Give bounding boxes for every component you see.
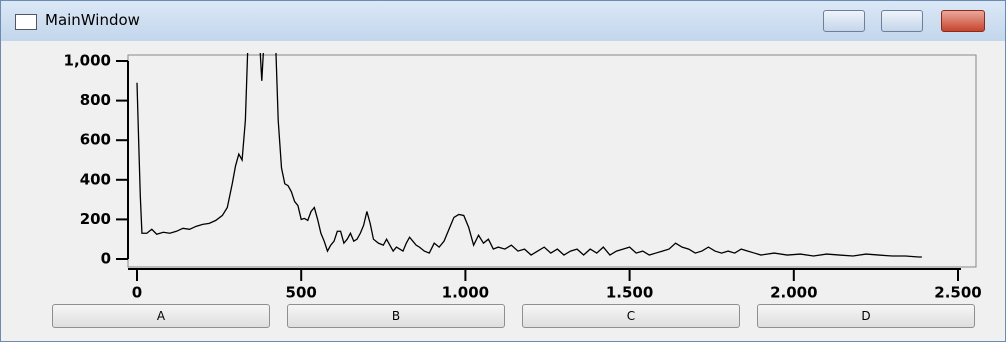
x-tick-label: 0 [132,284,142,302]
plot-frame [127,54,977,268]
y-tick-label: 400 [80,170,111,188]
window-title: MainWindow [45,11,140,29]
chart: 0 200 400 600 800 1,000 0 500 1.000 1.500 2.000 2.5… [64,52,982,302]
y-tick-label: 600 [80,131,111,149]
window-icon [15,14,37,30]
push-button[interactable]: B [287,304,505,328]
minimize-button[interactable] [823,10,865,32]
push-button[interactable]: D [757,304,975,328]
y-tick-label: 200 [80,210,111,228]
y-tick-label: 800 [80,91,111,109]
x-tick-label: 500 [286,284,317,302]
push-button[interactable]: A [52,304,270,328]
push-button[interactable]: C [522,304,740,328]
x-tick-label: 1.500 [606,284,653,302]
y-tick-label: 0 [101,250,111,268]
close-button[interactable] [941,10,985,32]
x-tick-label: 2.000 [770,284,817,302]
x-tick-label: 2.500 [934,284,981,302]
title-bar: MainWindow [1,1,1005,41]
data-line [136,53,922,258]
maximize-button[interactable] [881,10,923,32]
x-tick-label: 1.000 [442,284,489,302]
y-tick-label: 1,000 [64,52,111,70]
